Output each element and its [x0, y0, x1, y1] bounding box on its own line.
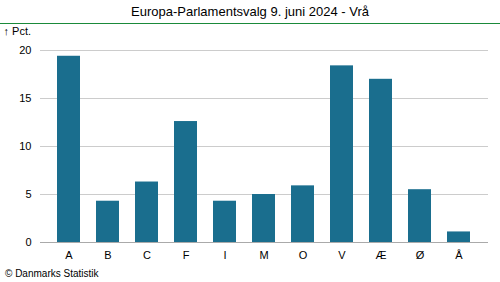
svg-text:Ø: Ø	[416, 249, 425, 261]
svg-text:I: I	[223, 249, 226, 261]
svg-text:M: M	[259, 249, 268, 261]
svg-text:Æ: Æ	[376, 249, 387, 261]
svg-text:B: B	[104, 249, 111, 261]
svg-text:0: 0	[25, 236, 31, 248]
html-text:© Danmarks Statistik: © Danmarks Statistik	[5, 268, 99, 279]
svg-text:F: F	[183, 249, 190, 261]
svg-text:A: A	[65, 249, 73, 261]
svg-text:10: 10	[19, 140, 31, 152]
svg-text:5: 5	[25, 188, 31, 200]
svg-text:20: 20	[19, 44, 31, 56]
svg-text:O: O	[299, 249, 308, 261]
svg-text:↑ Pct.: ↑ Pct.	[4, 25, 32, 37]
svg-text:15: 15	[19, 92, 31, 104]
svg-text:Å: Å	[455, 249, 463, 261]
svg-text:C: C	[143, 249, 151, 261]
svg-text:V: V	[338, 249, 346, 261]
html-text:Europa-Parlamentsvalg 9. juni: Europa-Parlamentsvalg 9. juni 2024 - Vrå	[131, 4, 369, 19]
